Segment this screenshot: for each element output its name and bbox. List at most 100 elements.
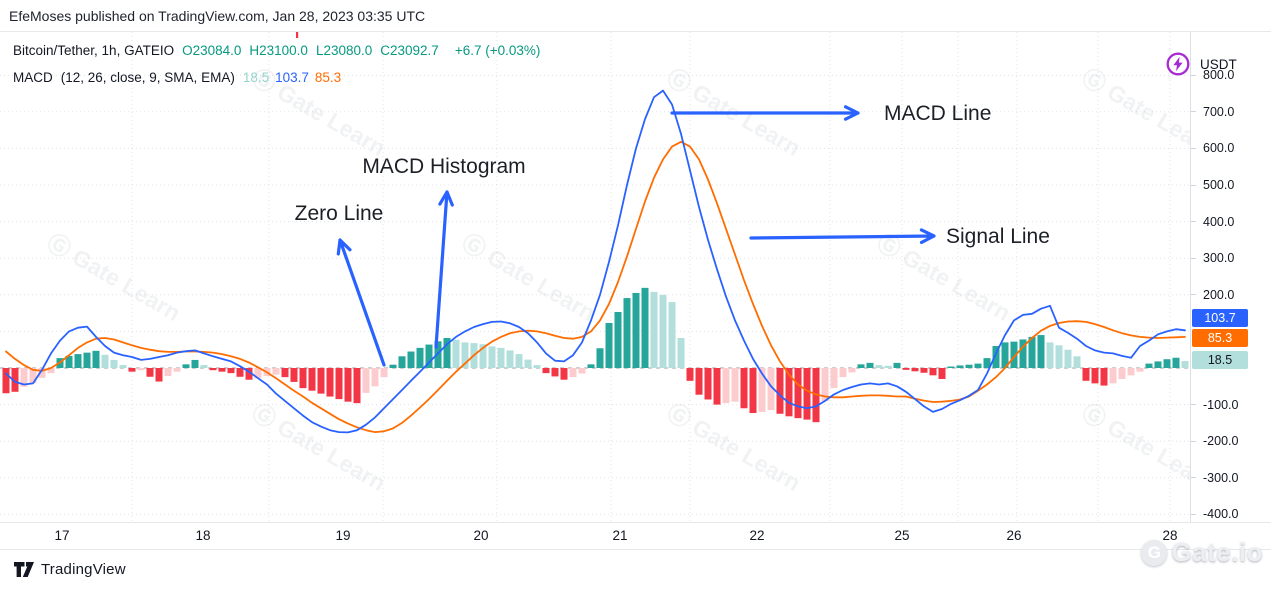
macd-chart-canvas[interactable]: Ⓖ Gate Learn Ⓖ Gate Learn Ⓖ Gate Learn Ⓖ Ga… [0, 32, 1190, 522]
histogram-bar [479, 344, 487, 368]
y-axis-tick [1191, 74, 1196, 76]
histogram-bar [182, 364, 190, 368]
histogram-bar [614, 312, 622, 368]
tradingview-logo-icon [14, 562, 34, 577]
gateio-logo-text: Gate.io [1171, 537, 1263, 567]
histogram-bar [1127, 368, 1135, 376]
histogram-bar [722, 368, 730, 404]
y-axis-label: 500.0 [1203, 178, 1235, 192]
histogram-bar [956, 365, 964, 368]
y-axis-label: 600.0 [1203, 141, 1235, 156]
histogram-bar [704, 368, 712, 400]
histogram-bar [1019, 339, 1027, 368]
histogram-bar [830, 368, 838, 389]
indicator-value: 18.5 [242, 70, 270, 85]
ohlc-o: O23084.0 [182, 43, 242, 58]
indicator-values: 18.5 103.7 85.3 [243, 70, 347, 85]
histogram-bar [1163, 359, 1171, 368]
histogram-bar [884, 365, 892, 368]
histogram-bar [1010, 341, 1018, 368]
y-axis-tick [1191, 257, 1196, 259]
attribution-text: EfeMoses published on TradingView.com, J… [9, 7, 426, 24]
histogram-bar [1001, 342, 1009, 368]
histogram-bar [1109, 368, 1117, 384]
time-scale[interactable]: 17 18 19 20 21 22 25 26 28 [0, 522, 1271, 550]
ohlc-h: H23100.0 [249, 43, 308, 58]
histogram-bar [425, 344, 433, 368]
histogram-bar [758, 368, 766, 412]
histogram-bar [632, 292, 640, 368]
histogram-bar [533, 365, 541, 368]
histogram-bar [326, 368, 334, 397]
symbol-title: Bitcoin/Tether, 1h, GATEIO [13, 43, 175, 58]
chart-plot-area[interactable]: Ⓖ Gate Learn Ⓖ Gate Learn Ⓖ Gate Learn Ⓖ Ga… [0, 32, 1190, 522]
histogram-bar [308, 368, 316, 391]
histogram-bar [101, 354, 109, 368]
gateio-watermark: G Gate.io [1141, 537, 1263, 568]
histogram-bar [272, 368, 280, 375]
currency-label: USDT [1200, 56, 1237, 72]
annotation-label: Zero Line [295, 202, 384, 225]
histogram-bar [443, 337, 451, 368]
price-badge: 103.7 [1192, 309, 1248, 327]
y-axis-label: -200.0 [1203, 434, 1239, 449]
x-axis-label: 21 [612, 528, 628, 543]
footer-bar: TradingView [0, 550, 1271, 590]
price-scale[interactable]: 800.0 700.0 600.0 500.0 400.0 300.0 200.0 -100.… [1190, 32, 1271, 522]
histogram-bar [389, 364, 397, 368]
ohlc-l: L23080.0 [315, 43, 373, 58]
histogram-bar [866, 362, 874, 368]
histogram-bar [74, 354, 82, 368]
histogram-bar [164, 368, 172, 377]
gate-learn-watermark: Ⓖ Gate Learn [1078, 399, 1191, 496]
histogram-bar [794, 368, 802, 419]
x-axis-label: 18 [195, 528, 211, 543]
price-badge: 85.3 [1192, 329, 1248, 347]
histogram-bar [659, 294, 667, 368]
histogram-bar [695, 368, 703, 395]
symbol-legend-row[interactable]: Bitcoin/Tether, 1h, GATEIO O23084.0 H2310… [13, 37, 540, 64]
histogram-bar [245, 368, 253, 380]
y-axis-tick [1191, 111, 1196, 113]
histogram-bar [1064, 349, 1072, 368]
histogram-bar [848, 368, 856, 373]
annotation-label: Signal Line [946, 225, 1050, 248]
signal-line [5, 140, 1186, 434]
x-axis-label: 25 [894, 528, 910, 543]
histogram-bar [416, 347, 424, 368]
y-axis-tick [1191, 477, 1196, 479]
gate-learn-watermark: Ⓖ Gate Learn [248, 399, 391, 496]
histogram-bar [920, 368, 928, 373]
histogram-bar [542, 368, 550, 374]
histogram-bar [218, 368, 226, 372]
histogram-bar [92, 350, 100, 368]
y-axis-tick [1191, 221, 1196, 223]
histogram-bar [749, 368, 757, 414]
indicator-legend-row[interactable]: MACD (12, 26, close, 9, SMA, EMA) 18.5 10… [13, 64, 540, 91]
histogram-bar [461, 342, 469, 368]
histogram-bar [740, 368, 748, 409]
tradingview-logo-text: TradingView [41, 561, 126, 578]
indicator-name: MACD [13, 70, 53, 85]
gate-learn-watermark: Ⓖ Gate Learn [663, 399, 806, 496]
tradingview-logo[interactable]: TradingView [14, 561, 126, 578]
histogram-bar [1055, 345, 1063, 368]
histogram-bar [857, 364, 865, 368]
price-badge: 18.5 [1192, 351, 1248, 369]
histogram-bar [11, 368, 19, 392]
histogram-bar [353, 368, 361, 404]
histogram-bar [839, 368, 847, 378]
histogram-bar [1091, 368, 1099, 384]
annotation-arrow [670, 105, 860, 121]
histogram-bar [902, 368, 910, 370]
histogram-bar [128, 368, 136, 372]
histogram-bar [578, 368, 586, 374]
histogram-bar [29, 368, 37, 384]
histogram-bar [605, 322, 613, 368]
histogram-bar [641, 287, 649, 368]
histogram-bar [875, 365, 883, 368]
y-axis-tick [1191, 440, 1196, 442]
histogram-bar [911, 368, 919, 372]
histogram-bar [686, 368, 694, 381]
histogram-bar [713, 368, 721, 405]
